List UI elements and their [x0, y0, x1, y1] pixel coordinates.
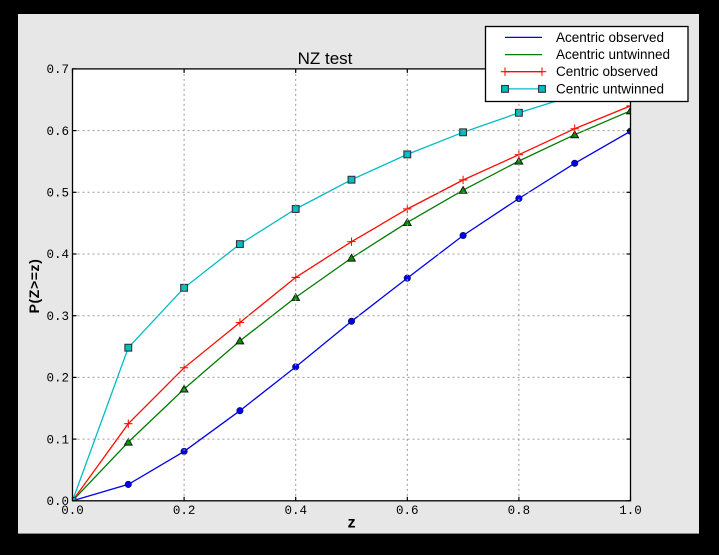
svg-text:0.1: 0.1 [46, 433, 69, 447]
svg-text:NZ test: NZ test [298, 49, 353, 68]
svg-text:0.6: 0.6 [46, 125, 69, 139]
svg-text:Acentric untwinned: Acentric untwinned [556, 47, 670, 62]
svg-text:Centric untwinned: Centric untwinned [556, 81, 664, 96]
svg-text:0.6: 0.6 [396, 504, 419, 518]
svg-text:z: z [348, 515, 356, 532]
svg-text:0.7: 0.7 [46, 63, 69, 77]
svg-text:0.0: 0.0 [61, 504, 84, 518]
svg-text:0.3: 0.3 [46, 310, 69, 324]
svg-text:Acentric observed: Acentric observed [556, 30, 664, 45]
svg-text:0.2: 0.2 [173, 504, 196, 518]
svg-text:1.0: 1.0 [619, 504, 642, 518]
svg-text:0.4: 0.4 [284, 504, 307, 518]
svg-text:0.5: 0.5 [46, 187, 69, 201]
svg-text:0.2: 0.2 [46, 372, 69, 386]
svg-text:P(Z>=z): P(Z>=z) [26, 259, 42, 314]
svg-text:0.8: 0.8 [508, 504, 531, 518]
svg-text:0.4: 0.4 [46, 248, 69, 262]
svg-text:Centric observed: Centric observed [556, 64, 658, 79]
svg-text:0.0: 0.0 [46, 495, 69, 509]
